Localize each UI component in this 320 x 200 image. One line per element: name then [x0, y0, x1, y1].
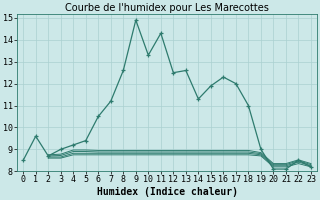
Title: Courbe de l'humidex pour Les Marecottes: Courbe de l'humidex pour Les Marecottes — [65, 3, 269, 13]
X-axis label: Humidex (Indice chaleur): Humidex (Indice chaleur) — [97, 187, 237, 197]
